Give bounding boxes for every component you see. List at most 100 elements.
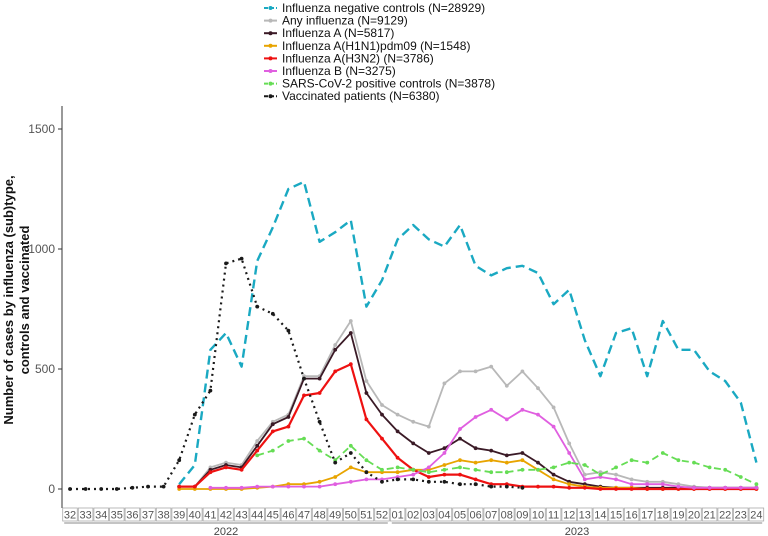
data-point xyxy=(333,482,338,487)
x-tick-label: 42 xyxy=(220,510,232,522)
x-tick-label: 19 xyxy=(672,510,684,522)
x-tick-box xyxy=(311,507,328,522)
data-point xyxy=(380,436,384,441)
x-tick-box xyxy=(358,507,375,522)
data-point xyxy=(473,415,478,419)
data-point xyxy=(551,484,556,489)
x-tick-box xyxy=(655,507,671,522)
data-point xyxy=(442,381,447,386)
x-tick-box xyxy=(717,507,733,522)
x-tick-label: 03 xyxy=(423,510,435,522)
data-point xyxy=(504,470,509,475)
data-point xyxy=(270,311,275,316)
data-point xyxy=(302,393,306,398)
x-tick-box xyxy=(93,507,109,522)
x-tick-label: 23 xyxy=(735,510,747,522)
legend-swatch-dot xyxy=(268,56,273,61)
x-tick-box xyxy=(140,507,156,522)
data-point xyxy=(754,482,759,487)
x-tick-box xyxy=(62,507,78,522)
x-tick-box xyxy=(561,507,577,522)
data-point xyxy=(317,419,322,424)
data-point xyxy=(426,470,431,475)
x-tick-label: 40 xyxy=(189,510,201,522)
x-tick-box xyxy=(187,507,203,522)
series-line xyxy=(210,408,757,489)
data-point xyxy=(224,485,228,490)
x-tick-label: 01 xyxy=(391,510,403,522)
data-point xyxy=(317,484,322,489)
x-tick-box xyxy=(670,507,687,522)
legend-item: Influenza A (N=5817) xyxy=(264,26,394,40)
data-point xyxy=(348,319,353,323)
data-point xyxy=(458,482,462,487)
x-tick-box xyxy=(233,507,250,522)
legend-swatch-dot xyxy=(268,6,273,10)
data-point xyxy=(270,422,275,427)
data-point xyxy=(442,463,447,467)
data-point xyxy=(489,448,494,453)
data-point xyxy=(442,451,447,455)
x-tick-label: 32 xyxy=(64,510,76,522)
data-point xyxy=(614,472,618,477)
data-point xyxy=(286,439,291,443)
data-point xyxy=(567,485,572,490)
data-point xyxy=(411,477,416,482)
x-tick-box xyxy=(733,507,749,522)
data-point xyxy=(536,412,540,417)
legend-item: Any influenza (N=9129) xyxy=(264,14,408,28)
data-point xyxy=(161,484,166,489)
x-tick-box xyxy=(218,507,234,522)
data-point xyxy=(442,467,447,472)
data-point xyxy=(629,458,634,463)
data-point xyxy=(364,417,369,422)
data-point xyxy=(317,448,322,453)
data-point xyxy=(426,451,431,455)
series-line xyxy=(179,320,757,489)
x-tick-label: 24 xyxy=(750,510,762,522)
data-point xyxy=(489,364,494,369)
data-point xyxy=(520,485,525,490)
data-point xyxy=(551,477,556,482)
data-point xyxy=(676,458,681,463)
x-tick-label: 45 xyxy=(267,510,279,522)
data-point xyxy=(255,453,260,458)
data-point xyxy=(738,485,743,490)
data-point xyxy=(551,472,556,477)
data-point xyxy=(380,412,384,417)
data-point xyxy=(302,376,306,381)
data-point xyxy=(473,477,478,482)
data-point xyxy=(536,460,540,465)
data-point xyxy=(395,455,400,460)
data-point xyxy=(83,487,88,491)
x-tick-box xyxy=(701,507,718,522)
data-point xyxy=(707,485,712,490)
data-point xyxy=(489,484,494,489)
data-point xyxy=(442,479,447,484)
data-point xyxy=(239,467,244,472)
data-point xyxy=(629,487,634,491)
data-point xyxy=(317,376,322,381)
data-point xyxy=(504,383,509,388)
x-tick-label: 35 xyxy=(111,510,123,522)
legend-item: Vaccinated patients (N=6380) xyxy=(264,89,440,103)
series-group xyxy=(208,407,759,490)
data-point xyxy=(426,424,431,429)
x-tick-label: 14 xyxy=(594,510,606,522)
data-point xyxy=(286,415,291,419)
y-tick-label: 500 xyxy=(35,362,55,376)
data-point xyxy=(489,458,494,463)
series-group xyxy=(178,180,758,485)
data-point xyxy=(489,470,494,475)
y-axis-title-line: controls and vaccinated xyxy=(17,226,32,375)
data-point xyxy=(224,261,228,266)
data-point xyxy=(255,448,260,453)
legend-item: Influenza B (N=3275) xyxy=(264,64,396,78)
series-group xyxy=(177,362,759,491)
data-point xyxy=(130,485,135,490)
data-point xyxy=(364,379,369,383)
data-point xyxy=(598,487,603,491)
series-line xyxy=(70,257,523,491)
data-point xyxy=(551,424,556,429)
